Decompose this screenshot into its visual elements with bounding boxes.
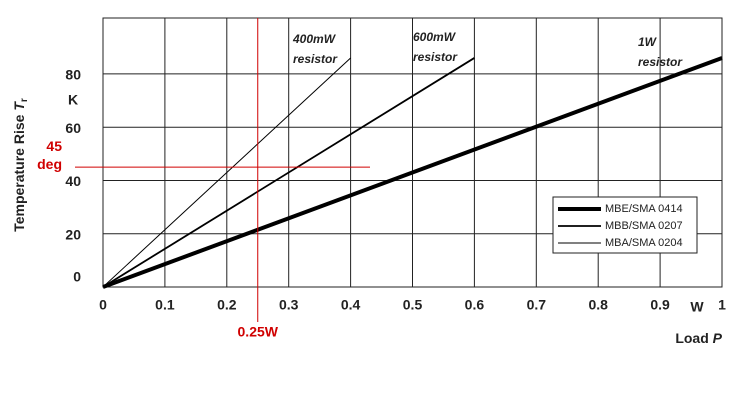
series-line bbox=[102, 57, 475, 288]
series-line bbox=[102, 56, 723, 289]
legend-box bbox=[552, 196, 698, 254]
y-tick-label: 0 bbox=[73, 269, 81, 285]
x-title-text: Load bbox=[675, 330, 708, 346]
legend: MBE/SMA 0414 MBB/SMA 0207 MBA/SMA 0204 bbox=[552, 196, 698, 254]
x-tick-label: 0.2 bbox=[217, 297, 237, 313]
x-axis-title: Load P bbox=[675, 330, 722, 346]
marker-label: 45 bbox=[46, 138, 62, 154]
x-tick-label: 0 bbox=[99, 297, 107, 313]
series-annotation: resistor bbox=[293, 52, 338, 66]
legend-label: MBB/SMA 0207 bbox=[605, 220, 683, 232]
legend-label: MBA/SMA 0204 bbox=[605, 237, 683, 249]
series-annotation: resistor bbox=[413, 50, 458, 64]
legend-label: MBE/SMA 0414 bbox=[605, 203, 683, 215]
x-tick-label: 0.5 bbox=[403, 297, 423, 313]
y-axis-title: Temperature Rise Tr bbox=[11, 98, 30, 232]
y-tick-label: 40 bbox=[65, 173, 81, 189]
series-annotation: resistor bbox=[638, 55, 683, 69]
series-annotation: 600mW bbox=[413, 30, 457, 44]
x-title-var: P bbox=[713, 330, 723, 346]
x-unit: W bbox=[690, 299, 704, 315]
series-annotation: 1W bbox=[638, 35, 658, 49]
x-tick-label: 1 bbox=[718, 297, 726, 313]
x-tick-label: 0.1 bbox=[155, 297, 175, 313]
x-tick-label: 0.7 bbox=[527, 297, 547, 313]
x-tick-label: 0.8 bbox=[588, 297, 608, 313]
marker-label: deg bbox=[37, 156, 62, 172]
x-tick-label: 0.9 bbox=[650, 297, 670, 313]
series-annotation: 400mW bbox=[292, 32, 337, 46]
y-title-var: T bbox=[11, 101, 27, 111]
x-tick-label: 0.4 bbox=[341, 297, 361, 313]
x-tick-label: 0.6 bbox=[465, 297, 485, 313]
y-tick-label: 60 bbox=[65, 120, 81, 136]
y-tick-label: 80 bbox=[65, 67, 81, 83]
y-tick-label: 20 bbox=[65, 226, 81, 242]
marker-label: 0.25W bbox=[238, 324, 279, 340]
y-unit: K bbox=[68, 92, 78, 108]
series-line bbox=[102, 57, 351, 288]
y-title-text: Temperature Rise bbox=[11, 114, 27, 231]
x-tick-label: 0.3 bbox=[279, 297, 299, 313]
y-title-sub: r bbox=[19, 98, 30, 102]
